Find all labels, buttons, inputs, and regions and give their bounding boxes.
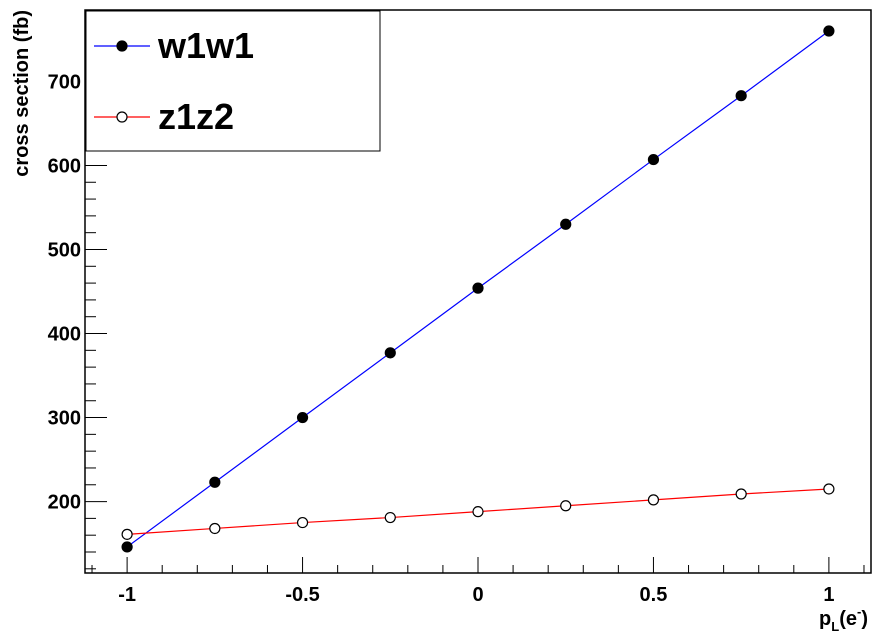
- data-point-z1z2: [823, 483, 835, 495]
- data-point-z1z2: [209, 522, 221, 535]
- y-tick-label: 700: [48, 71, 81, 93]
- legend-marker-w1w1: [116, 40, 128, 52]
- series-layer: [121, 25, 835, 553]
- x-tick-label: -1: [118, 584, 136, 606]
- data-point-w1w1: [735, 90, 747, 102]
- legend-label-z1z2: z1z2: [158, 96, 234, 137]
- data-point-w1w1: [560, 218, 572, 230]
- legend: w1w1 z1z2: [85, 10, 381, 152]
- x-tick-label: -0.5: [285, 584, 319, 606]
- x-axis-title-sub: L: [831, 619, 839, 634]
- data-point-w1w1: [472, 282, 484, 294]
- x-tick-label: 0: [472, 584, 483, 606]
- x-axis-title-close: ): [861, 608, 868, 630]
- data-point-w1w1: [296, 411, 309, 424]
- data-point-z1z2: [296, 516, 309, 529]
- legend-label-w1w1: w1w1: [157, 25, 254, 66]
- data-point-z1z2: [121, 528, 133, 540]
- x-tick-label: 0.5: [640, 584, 668, 606]
- data-point-w1w1: [823, 25, 835, 37]
- legend-box: [85, 10, 381, 152]
- x-axis-title-main: p: [819, 608, 831, 630]
- x-axis-title: pL(e-): [819, 604, 868, 634]
- data-point-z1z2: [472, 506, 484, 518]
- x-axis-title-sup: -: [857, 604, 861, 619]
- x-tick-label: 1: [823, 584, 834, 606]
- y-tick-label: 600: [48, 155, 81, 177]
- y-tick-label: 500: [48, 239, 81, 261]
- y-tick-label: 300: [48, 408, 81, 430]
- data-point-w1w1: [209, 476, 221, 488]
- x-axis-title-paren: (e: [839, 608, 857, 630]
- x-axis: -1 -0.5 0 0.5 1: [91, 557, 865, 606]
- y-axis-title: cross section (fb): [11, 10, 33, 177]
- y-axis: 200 300 400 500 600 700: [48, 13, 107, 570]
- data-point-z1z2: [384, 511, 396, 524]
- y-tick-label: 400: [48, 324, 81, 346]
- y-tick-label: 200: [48, 492, 81, 514]
- data-point-w1w1: [384, 347, 396, 359]
- legend-marker-z1z2: [116, 111, 128, 123]
- data-point-z1z2: [560, 500, 572, 512]
- data-point-w1w1: [121, 541, 133, 553]
- data-point-z1z2: [647, 494, 660, 506]
- data-point-w1w1: [647, 153, 660, 166]
- data-point-z1z2: [735, 488, 747, 500]
